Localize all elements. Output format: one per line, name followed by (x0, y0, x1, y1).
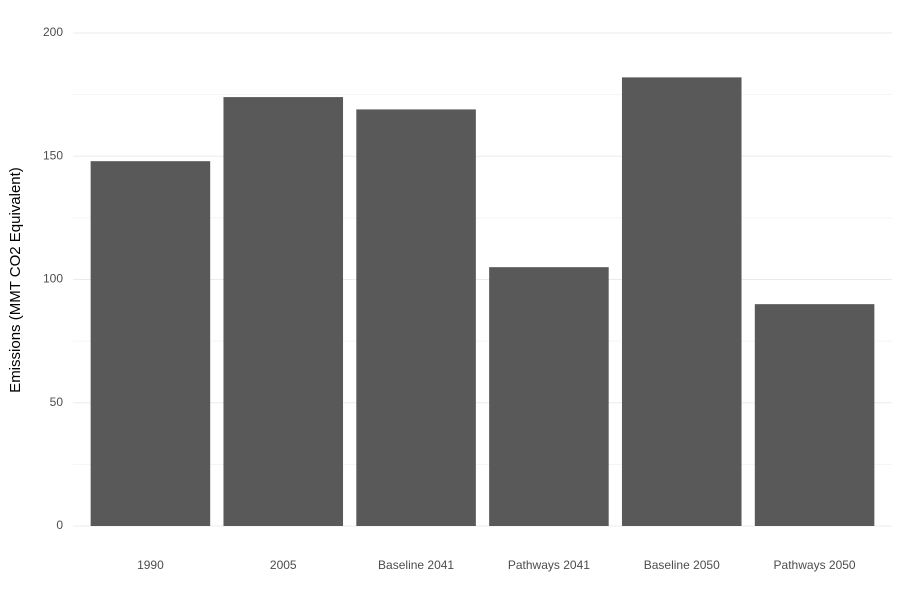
y-tick-label: 50 (50, 395, 64, 409)
x-tick-label: Pathways 2041 (508, 558, 590, 572)
bar (223, 97, 344, 526)
x-tick-label: Baseline 2041 (378, 558, 454, 572)
y-axis-label: Emissions (MMT CO2 Equivalent) (7, 167, 24, 393)
x-tick-label: 2005 (270, 558, 297, 572)
x-tick-label: Baseline 2050 (644, 558, 720, 572)
y-tick-label: 150 (43, 148, 63, 162)
bar (356, 109, 476, 526)
y-tick-label: 0 (56, 518, 63, 532)
x-tick-label: Pathways 2050 (774, 558, 856, 572)
y-tick-label: 100 (43, 272, 63, 286)
bar (90, 161, 211, 526)
bar (489, 267, 609, 526)
bar (621, 77, 742, 527)
y-tick-label: 200 (43, 25, 63, 39)
x-tick-label: 1990 (137, 558, 164, 572)
bar (754, 304, 875, 526)
